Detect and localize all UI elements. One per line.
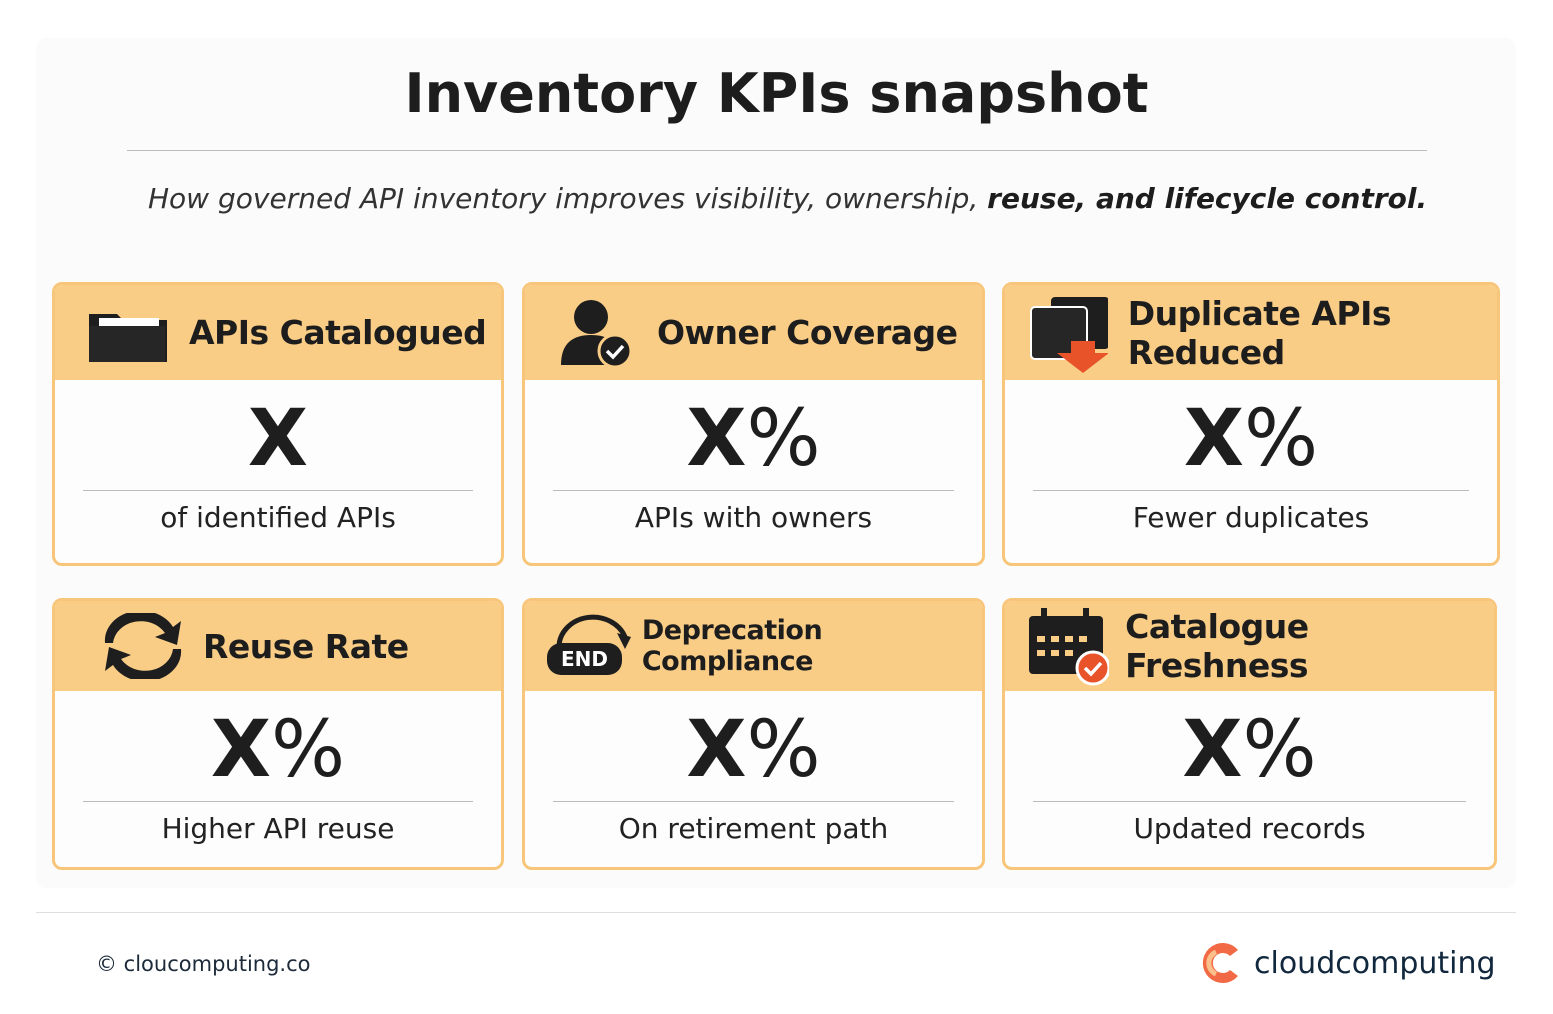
calendar-check-icon: [1029, 608, 1110, 686]
card-title: Duplicate APIs Reduced: [1127, 293, 1392, 372]
divider: [83, 490, 473, 491]
card-title: Catalogue Freshness: [1125, 607, 1309, 685]
kpi-card-duplicate-apis-reduced: Duplicate APIs Reduced X% Fewer duplicat…: [1002, 282, 1500, 566]
footer-divider: [36, 912, 1516, 913]
divider: [83, 801, 473, 802]
end-icon: END: [545, 611, 632, 681]
divider: [553, 490, 954, 491]
kpi-value: X: [210, 705, 271, 795]
duplicate-down-icon: [1030, 296, 1108, 373]
user-check-icon: [561, 299, 633, 368]
card-title: Deprecation Compliance: [641, 615, 823, 677]
kpi-value: X: [686, 705, 747, 795]
divider: [1033, 801, 1466, 802]
kpi-value: X: [1182, 705, 1243, 795]
kpi-card-apis-catalogued: APIs Catalogued X of identified APIs: [52, 282, 504, 566]
kpi-card-owner-coverage: Owner Coverage X% APIs with owners: [522, 282, 985, 566]
page-title: Inventory KPIs snapshot: [404, 62, 1149, 125]
subtitle-bold: reuse, and lifecycle control.: [987, 182, 1428, 215]
brand-name: cloudcomputing: [1254, 945, 1496, 981]
kpi-value: X: [1183, 394, 1244, 484]
divider: [1033, 490, 1469, 491]
kpi-card-deprecation-compliance: END Deprecation Compliance X% On retireme…: [522, 598, 985, 870]
kpi-unit: %: [746, 394, 821, 484]
kpi-label: of identified APIs: [160, 501, 396, 534]
card-title: Owner Coverage: [657, 313, 958, 352]
kpi-unit: %: [1242, 705, 1317, 795]
kpi-value: X: [247, 394, 309, 484]
kpi-value: X: [686, 394, 747, 484]
kpi-label: Updated records: [1133, 812, 1366, 845]
subtitle-plain: How governed API inventory improves visi…: [148, 182, 988, 215]
kpi-unit: %: [746, 705, 821, 795]
subtitle: How governed API inventory improves visi…: [148, 182, 1427, 215]
kpi-card-reuse-rate: Reuse Rate X% Higher API reuse: [52, 598, 504, 870]
kpi-card-catalogue-freshness: Catalogue Freshness X% Updated records: [1002, 598, 1497, 870]
card-title: APIs Catalogued: [189, 313, 487, 352]
kpi-label: APIs with owners: [634, 501, 873, 534]
kpi-label: On retirement path: [618, 812, 889, 845]
end-icon-text: END: [547, 643, 623, 675]
divider: [553, 801, 954, 802]
kpi-label: Higher API reuse: [161, 812, 395, 845]
refresh-icon: [104, 613, 182, 679]
title-divider: [127, 150, 1427, 151]
kpi-unit: %: [271, 705, 346, 795]
copyright-text: © cloucomputing.co: [96, 952, 311, 976]
kpi-unit: %: [1244, 394, 1319, 484]
brand-logo: cloudcomputing: [1200, 940, 1496, 986]
card-title: Reuse Rate: [203, 626, 409, 666]
kpi-label: Fewer duplicates: [1132, 501, 1370, 534]
folder-icon: [89, 313, 167, 362]
cloudcomputing-logo-icon: [1202, 943, 1238, 983]
